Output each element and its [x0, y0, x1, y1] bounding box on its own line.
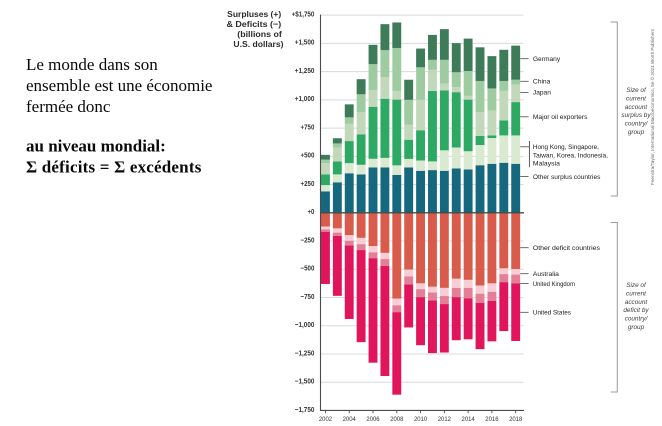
svg-text:Taiwan, Korea, Indonesia,: Taiwan, Korea, Indonesia, [533, 152, 608, 159]
svg-text:+1,000: +1,000 [295, 94, 315, 103]
svg-text:United Kingdom: United Kingdom [533, 281, 575, 288]
svg-text:+750: +750 [301, 122, 315, 131]
svg-text:+1,250: +1,250 [295, 66, 315, 75]
svg-text:2012: 2012 [438, 416, 452, 423]
svg-text:−250: −250 [301, 235, 315, 244]
svg-text:Feenstra/Taylor, International: Feenstra/Taylor, International Macroecon… [649, 28, 656, 185]
svg-text:−500: −500 [301, 264, 315, 273]
svg-text:Australia: Australia [533, 271, 559, 278]
svg-text:Japan: Japan [533, 90, 551, 97]
svg-text:China: China [533, 79, 551, 86]
svg-text:2016: 2016 [485, 416, 499, 423]
svg-text:au niveau mondial: Σ déficits: au niveau mondial: Σ déficits = Σ excéde… [26, 137, 202, 177]
svg-text:+1,500: +1,500 [295, 38, 315, 47]
svg-text:+250: +250 [301, 179, 315, 188]
svg-text:2008: 2008 [390, 416, 404, 423]
svg-text:+0: +0 [308, 207, 315, 216]
svg-text:Malaysia: Malaysia [533, 161, 560, 168]
svg-text:Germany: Germany [533, 56, 561, 63]
svg-text:2010: 2010 [414, 416, 428, 423]
svg-text:−1,500: −1,500 [295, 377, 315, 386]
svg-text:Surpluses (+) & Deficits (−) (: Surpluses (+) & Deficits (−) (billions o… [226, 9, 284, 49]
svg-text:−1,250: −1,250 [295, 348, 315, 357]
svg-text:Major oil exporters: Major oil exporters [533, 114, 588, 121]
svg-text:−1,750: −1,750 [295, 405, 315, 414]
svg-text:2002: 2002 [319, 416, 333, 423]
svg-text:−1,000: −1,000 [295, 320, 315, 329]
svg-text:2018: 2018 [509, 416, 523, 423]
svg-text:+$1,750: +$1,750 [292, 9, 315, 18]
svg-text:Other deficit countries: Other deficit countries [533, 245, 601, 252]
svg-text:2014: 2014 [462, 416, 476, 423]
svg-text:Hong Kong, Singapore,: Hong Kong, Singapore, [533, 144, 599, 151]
svg-text:Le monde dans son ensemble est: Le monde dans son ensemble est une écono… [26, 55, 217, 116]
svg-text:−750: −750 [301, 292, 315, 301]
svg-text:United States: United States [533, 310, 572, 317]
svg-text:Other surplus countries: Other surplus countries [533, 174, 601, 181]
svg-text:+500: +500 [301, 151, 315, 160]
svg-text:2004: 2004 [343, 416, 357, 423]
svg-text:2006: 2006 [366, 416, 380, 423]
